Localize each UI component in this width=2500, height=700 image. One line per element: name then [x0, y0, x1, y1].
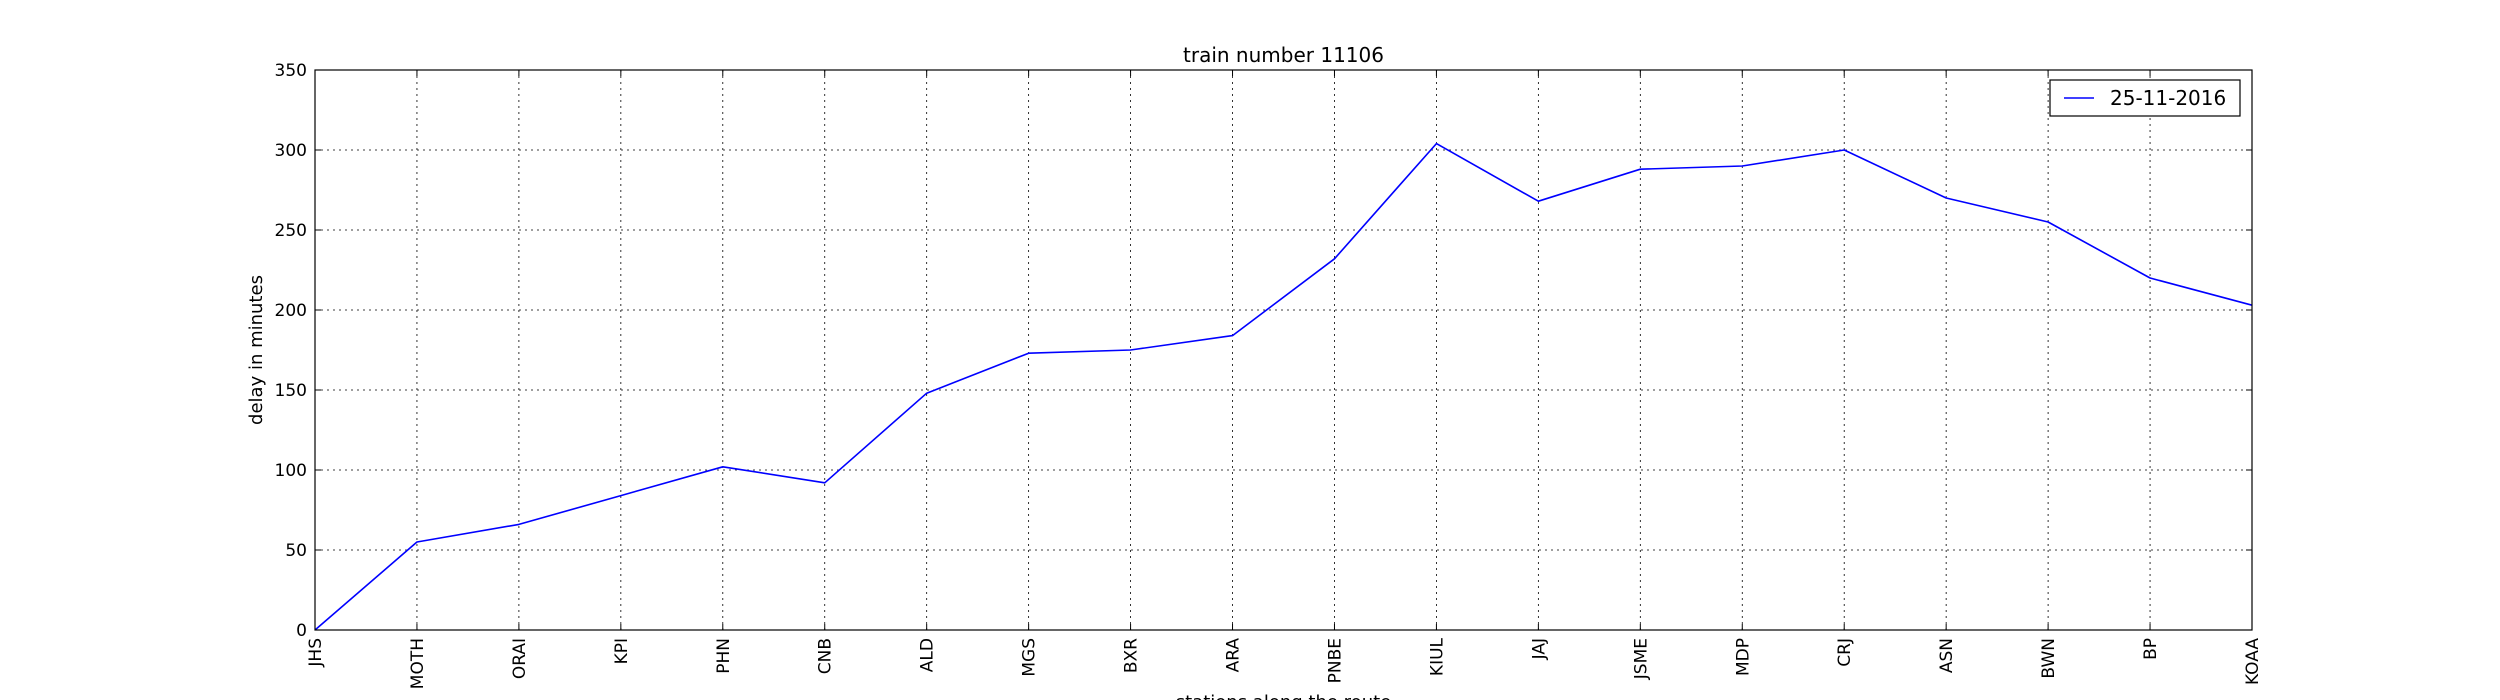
x-tick-label: PHN — [714, 638, 734, 674]
y-axis-title: delay in minutes — [246, 275, 267, 425]
x-tick-label: CRJ — [1835, 638, 1855, 667]
x-axis-title: stations along the route — [1176, 692, 1391, 700]
chart-title: train number 11106 — [1183, 43, 1384, 67]
x-tick-label: BXR — [1122, 638, 1142, 673]
y-tick-label: 250 — [275, 221, 307, 241]
x-tick-label: PNBE — [1325, 638, 1345, 683]
x-tick-label: JSME — [1631, 638, 1651, 680]
x-tick-label: BP — [2141, 638, 2161, 660]
y-tick-label: 50 — [285, 541, 307, 561]
legend: 25-11-2016 — [2049, 79, 2241, 117]
x-tick-label: KIUL — [1427, 637, 1447, 676]
x-tick-label: MDP — [1733, 638, 1753, 676]
x-tick-label: JAJ — [1529, 638, 1549, 660]
y-tick-label: 300 — [275, 141, 307, 161]
x-tick-label: MOTH — [408, 638, 428, 689]
grid — [315, 70, 2252, 630]
x-tick-label: KPI — [612, 638, 632, 664]
y-tick-label: 0 — [296, 621, 307, 641]
y-tick-label: 350 — [275, 61, 307, 81]
legend-label: 25-11-2016 — [2110, 86, 2226, 110]
x-tick-label: ASN — [1937, 638, 1957, 673]
y-tick-label: 100 — [275, 461, 307, 481]
x-tick-label: ALD — [918, 638, 938, 672]
x-tick-label: KOAA — [2243, 638, 2263, 685]
series-layer — [314, 142, 2253, 631]
x-tick-label: BWN — [2039, 638, 2059, 679]
y-tick-label: 150 — [275, 381, 307, 401]
x-tick-label: CNB — [816, 638, 836, 674]
x-tick-label: MGS — [1020, 638, 1040, 677]
y-tick-label: 200 — [275, 301, 307, 321]
x-axis: JHS MOTH ORAI KPI PHN CNB ALD MGS BXR ARA PNBE KIUL… — [306, 70, 2263, 689]
x-tick-label: ARA — [1224, 638, 1244, 673]
plot-frame — [314, 69, 2253, 631]
x-tick-label: ORAI — [510, 638, 530, 679]
series-line — [314, 142, 2253, 631]
x-tick-label: JHS — [306, 638, 326, 668]
y-axis: 0 50 100 150 200 250 300 350 — [275, 61, 2252, 641]
